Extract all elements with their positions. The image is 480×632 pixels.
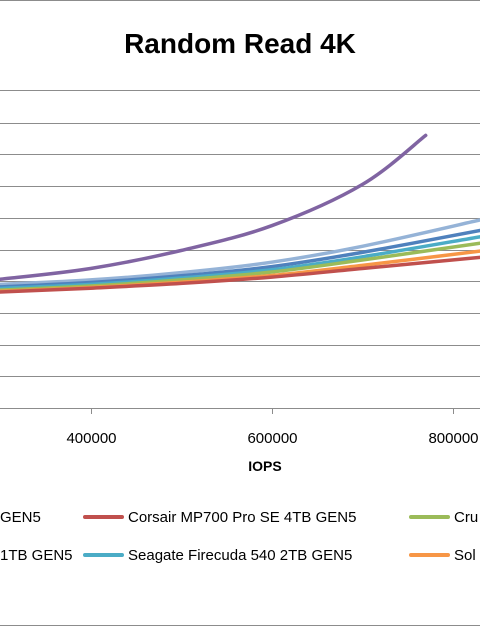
legend-label-6: Sol xyxy=(454,547,476,564)
chart-title: Random Read 4K xyxy=(124,28,356,59)
legend-label-4: 1TB GEN5 xyxy=(0,547,73,564)
series-line-7 xyxy=(0,255,480,294)
axis-layer: 400000 600000 800000 xyxy=(0,408,480,447)
x-tick-label-1: 400000 xyxy=(66,430,116,447)
x-tick-label-2: 600000 xyxy=(247,430,297,447)
series-line-2 xyxy=(0,218,480,287)
x-tick-label-3: 800000 xyxy=(428,430,478,447)
series-layer xyxy=(0,133,480,294)
legend-label-3: Cru xyxy=(454,509,478,526)
legend-label-1: GEN5 xyxy=(0,509,41,526)
legend-label-2: Corsair MP700 Pro SE 4TB GEN5 xyxy=(128,509,356,526)
x-axis-label: IOPS xyxy=(248,458,281,474)
series-line-3 xyxy=(0,228,480,289)
legend-label-5: Seagate Firecuda 540 2TB GEN5 xyxy=(128,547,352,564)
legend: GEN5 Corsair MP700 Pro SE 4TB GEN5 Cru 1TB … xyxy=(0,509,478,564)
series-line-1 xyxy=(0,133,428,282)
